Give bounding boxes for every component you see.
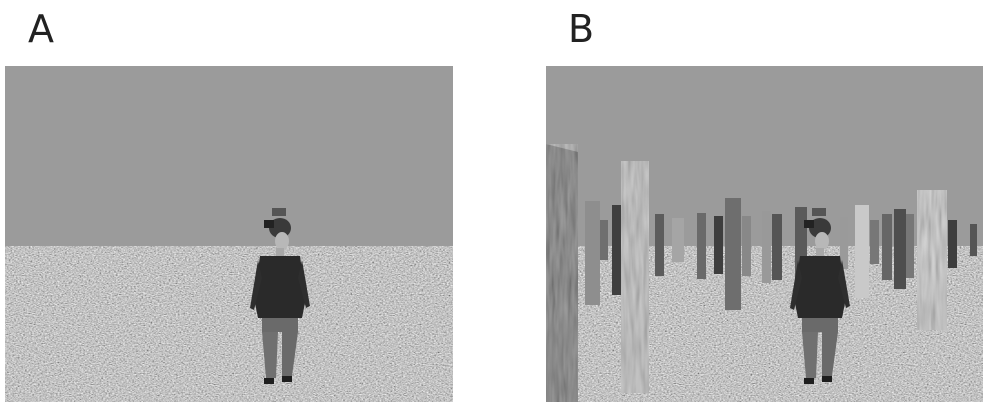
pillar-texture (621, 161, 649, 393)
pillar (697, 213, 706, 279)
pillar (612, 205, 623, 295)
pillar-texture (917, 190, 947, 330)
pillar (714, 216, 723, 274)
pillar (906, 214, 914, 278)
ground (5, 246, 453, 402)
pillar (762, 211, 771, 283)
pillar (894, 209, 906, 289)
pillar (882, 214, 892, 280)
sky (5, 66, 453, 246)
pillar (855, 205, 869, 298)
pillar (600, 220, 608, 260)
pillar (585, 201, 600, 305)
pillar (948, 220, 957, 268)
pillar (840, 217, 848, 269)
pillar (772, 214, 782, 280)
pillar (725, 198, 741, 310)
pillar-texture (546, 144, 578, 402)
panel-label: A (28, 7, 54, 51)
pillar (655, 214, 664, 276)
pillar (870, 220, 879, 264)
pillar (970, 224, 977, 256)
panel-label: B (568, 7, 594, 51)
scene-a (5, 66, 453, 402)
pillar (742, 216, 751, 276)
pillar (672, 218, 684, 262)
scene-b (546, 66, 983, 402)
